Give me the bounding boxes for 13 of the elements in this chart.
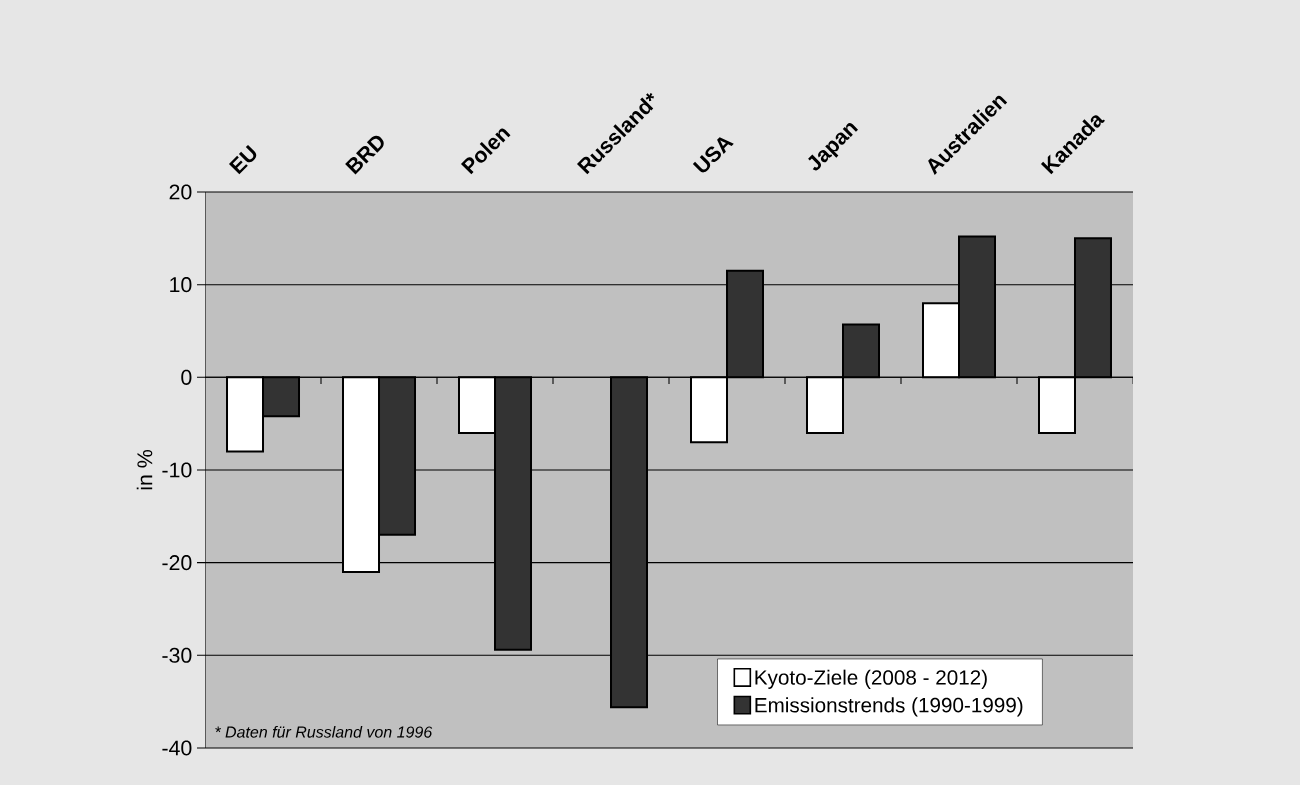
y-tick-label: 10 [170,277,192,293]
legend-label: Emissionstrends (1990-1999) [755,697,1023,717]
x-tick-label: EU [228,144,257,175]
y-tick-label: -10 [162,462,192,478]
y-tick-label: -30 [162,647,192,663]
y-axis-title: in % [136,450,153,490]
y-tick-label: -40 [162,740,192,756]
y-tick-label: 0 [181,369,192,385]
annotation: * Daten für Russland von 1996 [215,725,433,738]
x-tick-label: USA [692,137,734,173]
y-tick-label: 20 [169,184,192,200]
y-tick-label: -20 [162,555,192,571]
legend-label: Kyoto-Ziele (2008 - 2012) [755,669,987,689]
